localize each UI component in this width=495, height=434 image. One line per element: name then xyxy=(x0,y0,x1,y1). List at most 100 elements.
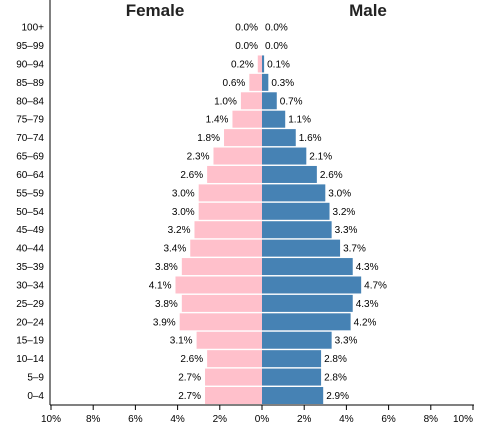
female-bar xyxy=(240,92,262,110)
female-label: Female xyxy=(126,1,185,20)
female-value-label: 3.8% xyxy=(155,299,178,310)
female-value-label: 3.9% xyxy=(153,317,176,328)
age-group-label: 50–54 xyxy=(16,207,44,218)
male-value-label: 3.7% xyxy=(343,244,366,255)
female-value-label: 0.0% xyxy=(235,41,258,52)
x-tick-label: 0% xyxy=(255,414,270,425)
male-value-label: 2.8% xyxy=(324,373,347,384)
age-group-label: 10–14 xyxy=(16,354,44,365)
x-tick-label: 2% xyxy=(297,414,312,425)
male-bar xyxy=(262,147,307,165)
female-value-label: 2.7% xyxy=(178,373,201,384)
female-value-label: 1.0% xyxy=(214,96,237,107)
male-bar xyxy=(262,110,286,128)
x-tick-label: 6% xyxy=(128,414,143,425)
age-group-label: 15–19 xyxy=(16,336,44,347)
male-value-label: 1.6% xyxy=(299,133,322,144)
female-value-label: 2.3% xyxy=(187,152,210,163)
x-tick-label: 4% xyxy=(170,414,185,425)
female-value-label: 0.2% xyxy=(231,59,254,70)
male-bar xyxy=(262,184,326,202)
male-value-label: 4.2% xyxy=(354,317,377,328)
age-group-label: 80–84 xyxy=(16,96,44,107)
male-value-label: 1.1% xyxy=(288,115,311,126)
male-value-label: 3.0% xyxy=(328,188,351,199)
age-group-label: 5–9 xyxy=(27,373,44,384)
female-value-label: 2.7% xyxy=(178,391,201,402)
male-bar xyxy=(262,55,265,73)
male-bar xyxy=(262,294,353,312)
male-value-label: 3.2% xyxy=(333,207,356,218)
male-bar xyxy=(262,313,351,331)
female-bar xyxy=(190,239,262,257)
male-value-label: 0.7% xyxy=(280,96,303,107)
female-bar xyxy=(181,294,262,312)
female-value-label: 0.0% xyxy=(235,23,258,34)
female-bar xyxy=(198,184,262,202)
male-value-label: 4.7% xyxy=(364,280,387,291)
male-value-label: 3.3% xyxy=(335,225,358,236)
x-tick-label: 4% xyxy=(339,414,354,425)
female-bar xyxy=(194,221,262,239)
female-bar xyxy=(232,110,262,128)
male-bar xyxy=(262,239,341,257)
female-bar xyxy=(175,276,262,294)
female-value-label: 2.6% xyxy=(180,170,203,181)
age-group-label: 60–64 xyxy=(16,170,44,181)
male-value-label: 2.6% xyxy=(320,170,343,181)
age-group-label: 90–94 xyxy=(16,59,44,70)
male-bar xyxy=(262,276,362,294)
female-bar xyxy=(224,129,262,147)
male-bar xyxy=(262,73,269,91)
age-group-label: 45–49 xyxy=(16,225,44,236)
male-value-label: 0.0% xyxy=(265,23,288,34)
female-bar xyxy=(257,55,262,73)
female-bar xyxy=(207,165,262,183)
male-label: Male xyxy=(349,1,387,20)
age-group-label: 55–59 xyxy=(16,188,44,199)
age-group-label: 30–34 xyxy=(16,280,44,291)
x-tick-label: 6% xyxy=(381,414,396,425)
age-group-label: 75–79 xyxy=(16,115,44,126)
female-bar xyxy=(181,258,262,276)
female-bar xyxy=(196,331,262,349)
female-value-label: 1.8% xyxy=(197,133,220,144)
age-group-label: 35–39 xyxy=(16,262,44,273)
female-value-label: 3.2% xyxy=(168,225,191,236)
age-group-label: 25–29 xyxy=(16,299,44,310)
male-bar xyxy=(262,165,317,183)
female-value-label: 3.1% xyxy=(170,336,193,347)
age-group-label: 100+ xyxy=(21,23,44,34)
x-tick-label: 2% xyxy=(213,414,228,425)
age-group-label: 65–69 xyxy=(16,152,44,163)
age-group-label: 70–74 xyxy=(16,133,44,144)
x-tick-label: 8% xyxy=(86,414,101,425)
female-value-label: 3.0% xyxy=(172,207,195,218)
female-value-label: 1.4% xyxy=(206,115,229,126)
female-bar xyxy=(205,387,262,404)
age-group-label: 85–89 xyxy=(16,78,44,89)
female-value-label: 4.1% xyxy=(149,280,172,291)
male-bar xyxy=(262,331,332,349)
female-value-label: 0.6% xyxy=(223,78,246,89)
male-bar xyxy=(262,202,330,220)
male-value-label: 2.9% xyxy=(326,391,349,402)
female-bar xyxy=(207,350,262,368)
male-value-label: 4.3% xyxy=(356,299,379,310)
male-value-label: 2.8% xyxy=(324,354,347,365)
male-value-label: 3.3% xyxy=(335,336,358,347)
male-bar xyxy=(262,387,324,404)
x-tick-label: 8% xyxy=(424,414,439,425)
male-bar xyxy=(262,92,277,110)
female-value-label: 3.4% xyxy=(163,244,186,255)
male-value-label: 2.1% xyxy=(309,152,332,163)
male-value-label: 4.3% xyxy=(356,262,379,273)
male-bar xyxy=(262,129,296,147)
x-tick-label: 10% xyxy=(453,414,473,425)
male-bar xyxy=(262,368,322,386)
age-group-label: 95–99 xyxy=(16,41,44,52)
age-group-label: 40–44 xyxy=(16,244,44,255)
female-bar xyxy=(205,368,262,386)
female-bar xyxy=(198,202,262,220)
